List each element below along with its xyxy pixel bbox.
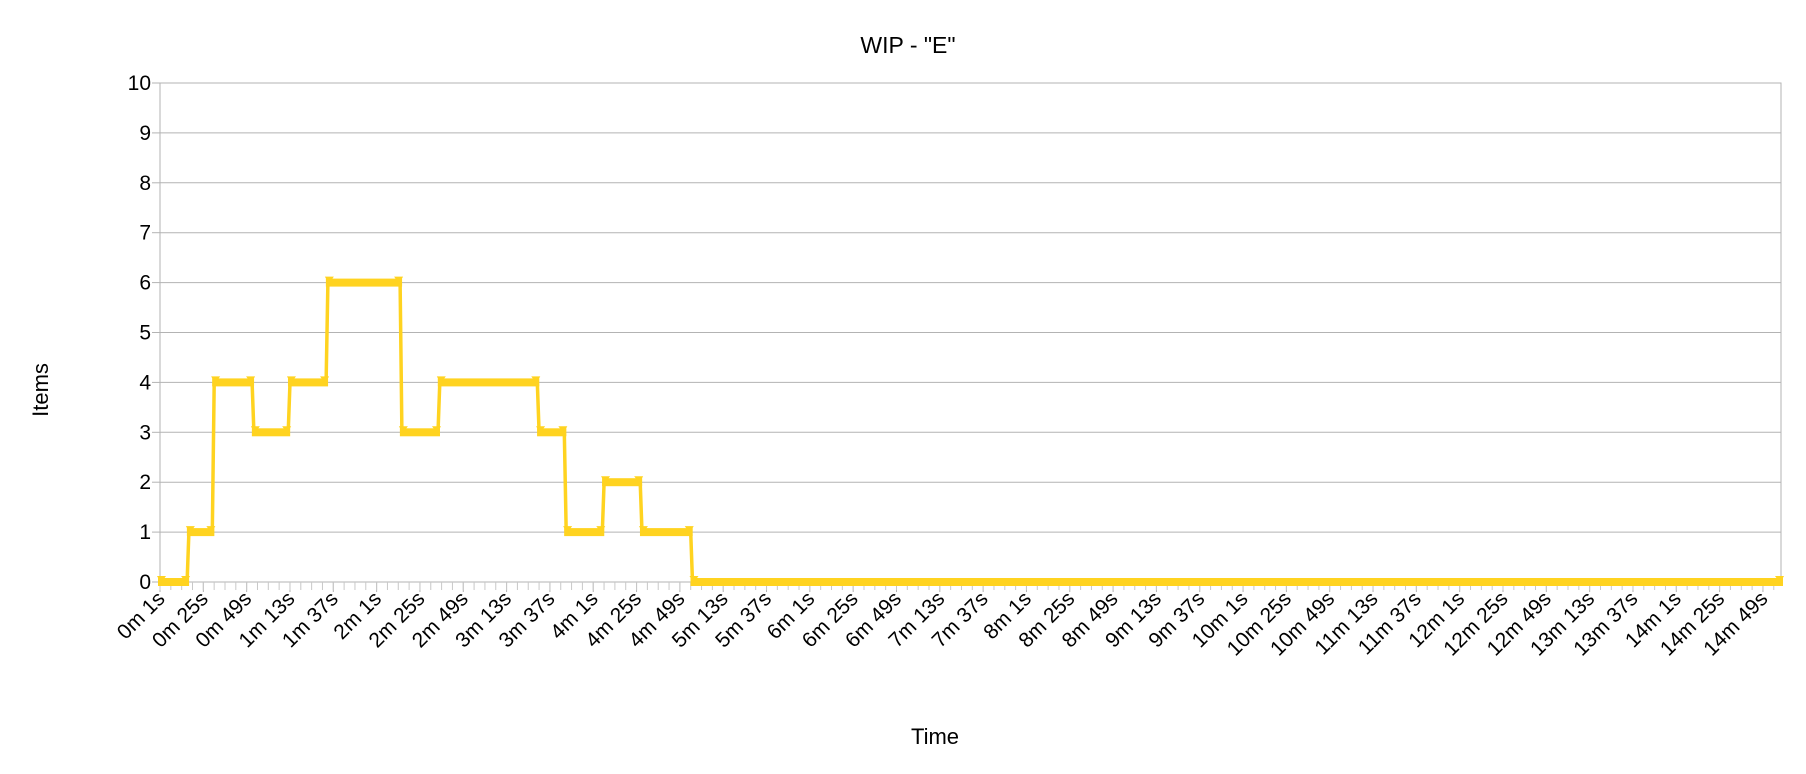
step-level-11 — [639, 528, 693, 537]
step-marker-start-8 — [536, 426, 546, 434]
step-level-9 — [564, 528, 605, 537]
step-marker-end-1 — [206, 526, 216, 534]
step-level-8 — [537, 428, 567, 437]
x-axis-title: Time — [911, 724, 959, 749]
step-level-4 — [287, 378, 329, 387]
step-marker-end-7 — [531, 376, 541, 384]
y-tick-label-4: 4 — [139, 371, 151, 394]
chart-title: WIP - "E" — [860, 32, 955, 58]
step-level-6 — [399, 428, 440, 437]
axes — [152, 82, 1782, 592]
y-tick-label-6: 6 — [139, 272, 151, 295]
y-tick-label-7: 7 — [139, 222, 151, 245]
step-marker-end-10 — [634, 476, 644, 484]
y-tick-label-3: 3 — [139, 421, 151, 444]
step-marker-end-4 — [320, 376, 330, 384]
step-level-5 — [325, 278, 403, 287]
step-level-3 — [251, 428, 291, 437]
step-marker-end-6 — [431, 426, 441, 434]
step-level-12 — [690, 578, 1783, 586]
y-tick-labels: 0 1 2 3 4 5 6 7 8 9 10 — [128, 72, 152, 594]
y-tick-label-1: 1 — [139, 521, 151, 544]
step-marker-end-0 — [181, 576, 191, 583]
step-level-1 — [186, 528, 215, 537]
y-tick-label-5: 5 — [139, 322, 151, 345]
step-marker-end-12 — [1775, 576, 1784, 583]
step-marker-end-11 — [684, 526, 694, 534]
step-marker-start-12 — [689, 576, 699, 583]
step-level-7 — [437, 378, 540, 387]
step-level-10 — [602, 478, 643, 487]
step-marker-end-3 — [282, 426, 292, 434]
step-level-0 — [158, 578, 190, 586]
step-marker-start-2 — [211, 376, 221, 384]
step-marker-end-5 — [394, 276, 404, 284]
step-marker-start-1 — [185, 526, 195, 534]
step-marker-start-5 — [324, 276, 334, 284]
y-tick-label-10: 10 — [128, 72, 151, 95]
y-tick-label-2: 2 — [139, 471, 151, 494]
step-marker-start-7 — [436, 376, 446, 384]
step-marker-end-8 — [558, 426, 568, 434]
y-axis-title: Items — [28, 363, 53, 417]
step-marker-start-6 — [398, 426, 408, 434]
step-marker-start-11 — [638, 526, 648, 534]
y-tick-label-9: 9 — [139, 122, 151, 145]
y-tick-label-0: 0 — [139, 571, 151, 594]
step-marker-start-3 — [250, 426, 260, 434]
step-marker-start-4 — [286, 376, 296, 384]
series-wip — [157, 276, 1784, 586]
step-marker-start-9 — [563, 526, 573, 534]
y-tick-label-8: 8 — [139, 172, 151, 195]
step-marker-start-0 — [157, 576, 166, 583]
step-marker-start-10 — [601, 476, 611, 484]
gridlines — [160, 82, 1781, 583]
step-marker-end-9 — [596, 526, 606, 534]
step-marker-end-2 — [246, 376, 256, 384]
step-level-2 — [212, 378, 255, 387]
